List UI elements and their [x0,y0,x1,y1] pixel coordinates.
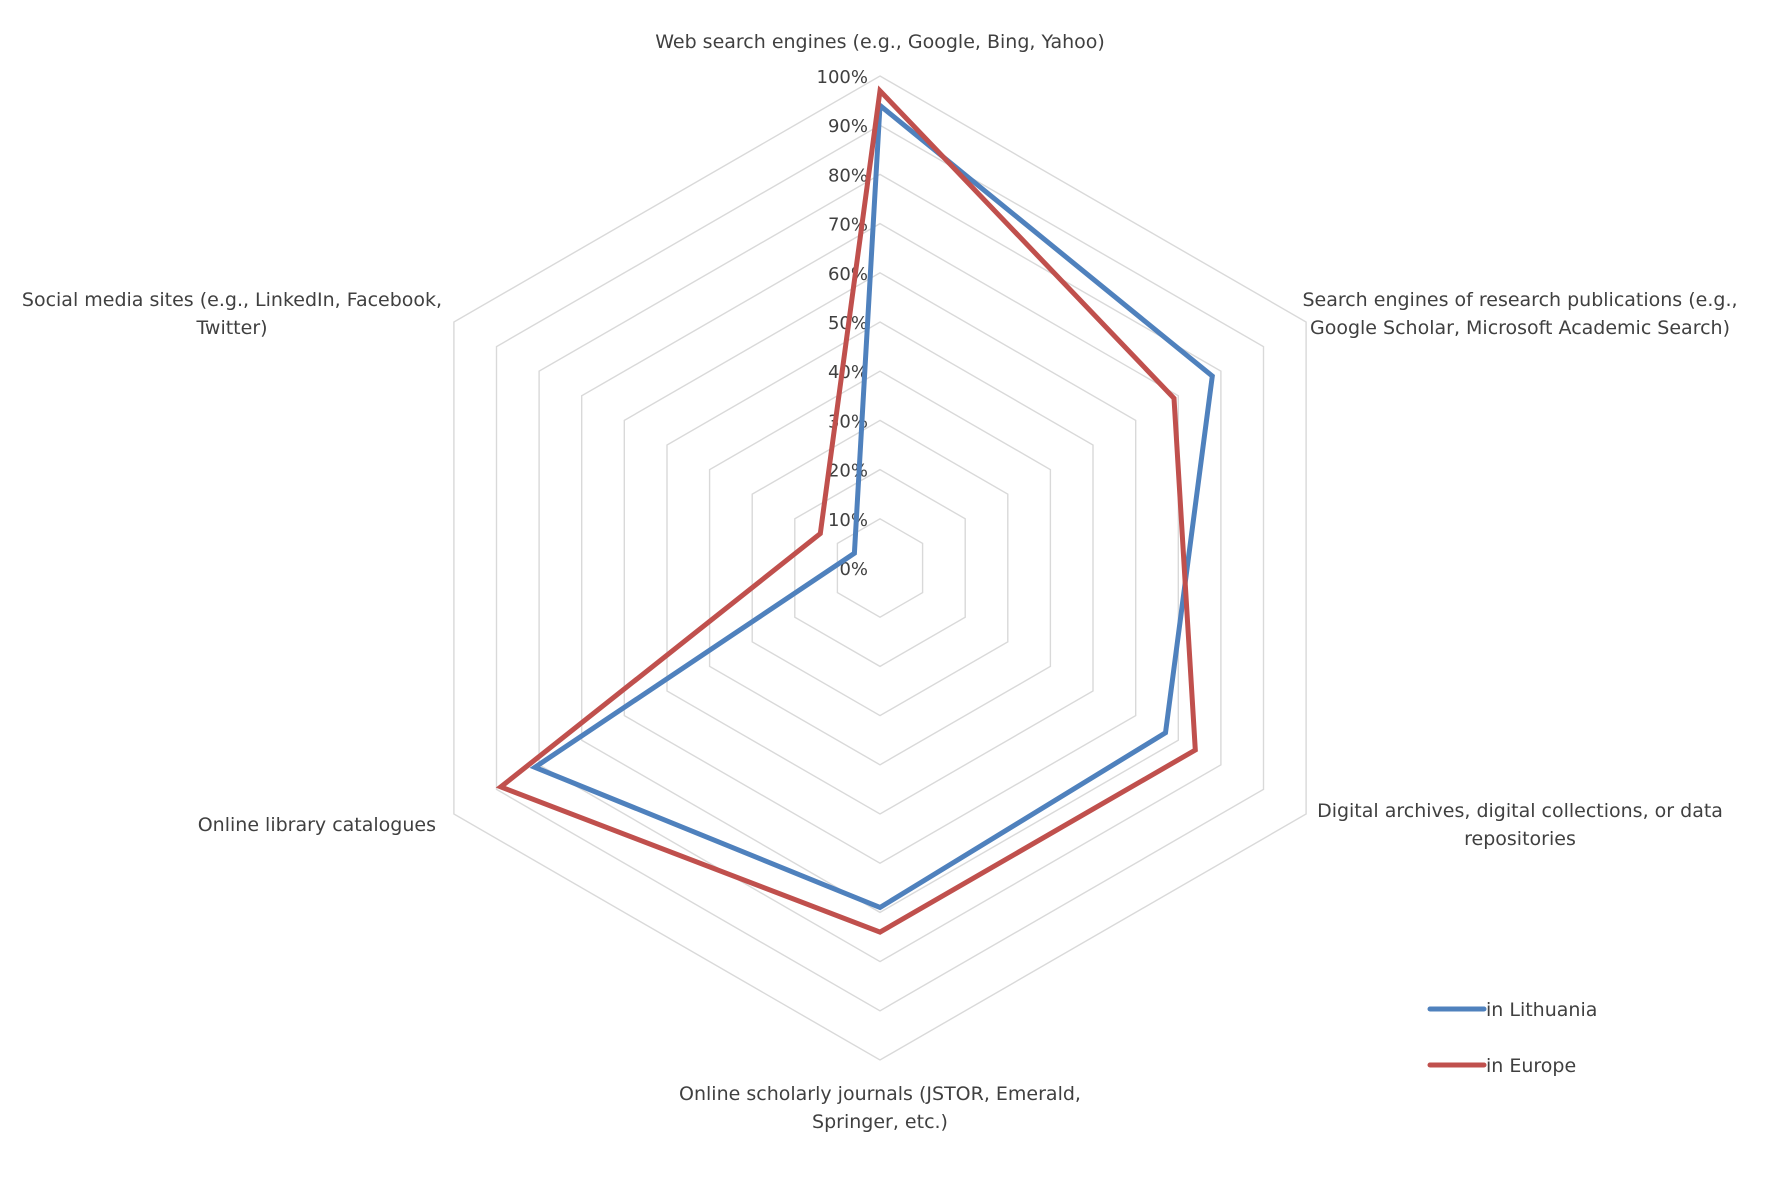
category-label: Online library catalogues [198,814,436,836]
series-layer [495,85,1215,935]
category-label-layer: Web search engines (e.g., Google, Bing, … [22,31,1738,1133]
category-label: Online scholarly journals (JSTOR, Emeral… [679,1083,1081,1133]
axis-tick-label: 10% [828,510,868,531]
legend-label: in Europe [1486,1055,1576,1077]
category-label-line: Web search engines (e.g., Google, Bing, … [655,31,1105,53]
axis-tick-label: 70% [828,215,868,236]
axis-tick-label: 40% [828,362,868,383]
category-label: Web search engines (e.g., Google, Bing, … [655,31,1105,53]
category-label-line: Social media sites (e.g., LinkedIn, Face… [22,289,442,311]
axis-tick-label: 80% [828,165,868,186]
category-label-line: Digital archives, digital collections, o… [1317,800,1723,822]
category-label: Social media sites (e.g., LinkedIn, Face… [22,289,442,339]
series-line-europe [495,85,1198,935]
grid-ring [581,222,1180,914]
category-label-line: Google Scholar, Microsoft Academic Searc… [1310,317,1730,339]
grid-ring [538,173,1222,963]
category-label: Search engines of research publications … [1302,289,1737,339]
category-label-line: repositories [1464,828,1576,850]
axis-tick-label: 100% [817,67,868,88]
category-label: Digital archives, digital collections, o… [1317,800,1723,850]
category-label-line: Springer, etc.) [812,1111,948,1133]
axis-tick-label: 90% [828,116,868,137]
legend-label: in Lithuania [1486,999,1597,1021]
grid-layer [453,75,1307,1061]
grid-ring [623,271,1137,865]
grid-ring [453,75,1307,1061]
grid-ring [751,419,1009,717]
grid-ring [836,517,924,619]
category-label-line: Search engines of research publications … [1302,289,1737,311]
series-line-lithuania [529,100,1215,911]
axis-tick-label: 60% [828,264,868,285]
grid-ring [666,321,1094,815]
legend: in Lithuania in Europe [1427,999,1597,1077]
category-label-line: Online scholarly journals (JSTOR, Emeral… [679,1083,1081,1105]
category-label-line: Online library catalogues [198,814,436,836]
grid-ring [495,124,1265,1012]
grid-ring [708,370,1052,766]
axis-tick-label: 0% [839,559,868,580]
category-label-line: Twitter) [195,317,267,339]
grid-ring [794,468,966,668]
